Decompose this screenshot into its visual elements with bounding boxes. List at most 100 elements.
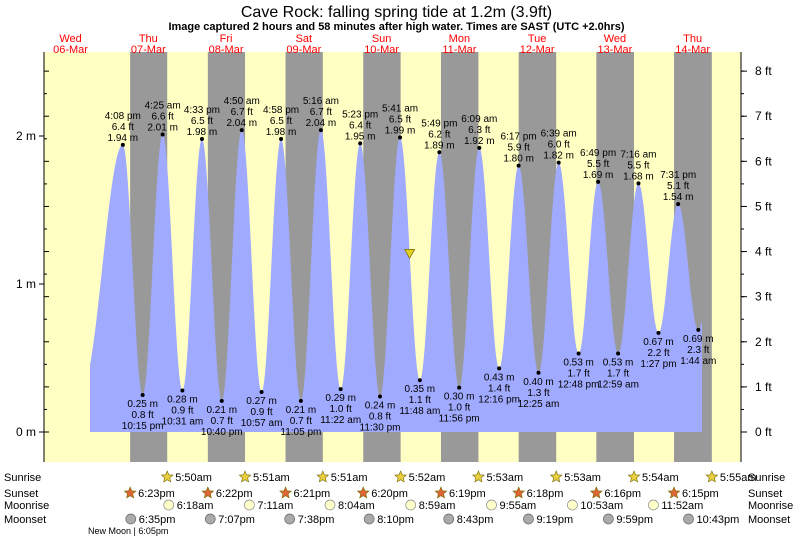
- high-label: 6:49 pm: [580, 148, 616, 159]
- sunset-time: 6:21pm: [294, 488, 331, 500]
- sunset-icon: [279, 486, 292, 499]
- moonset-row-label-right: Moonset: [748, 514, 790, 526]
- day-labels: Wed06-MarThu07-MarFri08-MarSat09-MarSun1…: [53, 33, 710, 56]
- sunrise-icon: [394, 470, 408, 483]
- high-label: 5.9 ft: [507, 143, 529, 154]
- current-tide-triangle: [404, 249, 416, 260]
- low-label: 2.2 ft: [647, 348, 669, 359]
- sunrise-row-label-right: Sunrise: [748, 472, 785, 484]
- right-tick-label: 7 ft: [755, 109, 772, 123]
- moonset-icon: [603, 513, 614, 525]
- high-label: 1.68 m: [623, 171, 654, 182]
- high-label: 5.5 ft: [587, 159, 609, 170]
- right-tick-label: 5 ft: [755, 199, 772, 213]
- sunset-time: 6:23pm: [138, 488, 175, 500]
- high-point: [556, 160, 561, 165]
- moonrise-icon: [405, 499, 417, 511]
- moonrise-icon: [486, 499, 497, 511]
- sunset-time: 6:16pm: [604, 488, 641, 500]
- high-point: [398, 135, 403, 140]
- low-label: 0.53 m: [563, 358, 594, 369]
- moon-phase-label: New Moon | 6:05pm: [88, 526, 168, 536]
- high-label: 6.5 ft: [270, 116, 292, 127]
- sunset-time: 6:19pm: [449, 488, 486, 500]
- right-tick-label: 6 ft: [755, 154, 772, 168]
- high-point: [239, 128, 244, 133]
- current-tide-marker: [404, 249, 416, 260]
- low-label: 1.1 ft: [409, 395, 431, 406]
- high-label: 5:41 am: [382, 103, 418, 114]
- low-label: 0.29 m: [325, 393, 356, 404]
- low-point: [696, 327, 701, 332]
- right-tick-label: 0 ft: [755, 425, 772, 439]
- right-tick-label: 3 ft: [755, 290, 772, 304]
- sunset-icon: [356, 486, 370, 499]
- sunset-icon: [589, 486, 603, 499]
- low-label: 0.9 ft: [171, 406, 193, 417]
- low-label: 10:57 am: [241, 418, 283, 429]
- moonrise-time: 10:53am: [580, 500, 623, 512]
- sunset-time: 6:22pm: [216, 488, 253, 500]
- moonrise-time: 8:04am: [338, 500, 375, 512]
- sunrise-icon: [627, 470, 641, 483]
- moonset-time: 9:59pm: [616, 514, 653, 526]
- high-point: [120, 142, 125, 147]
- sunrise-time: 5:53am: [486, 472, 523, 484]
- high-label: 4:08 pm: [105, 111, 141, 122]
- high-label: 6.6 ft: [152, 112, 174, 123]
- sunrise-icon: [549, 470, 563, 483]
- low-label: 1.0 ft: [448, 403, 470, 414]
- high-label: 1.92 m: [464, 136, 495, 147]
- sunset-time: 6:15pm: [682, 488, 719, 500]
- moonset-icon: [363, 513, 375, 525]
- moonrise-time: 11:52am: [661, 500, 703, 512]
- axes: 0 m 1 m 2 m 0 ft 1 ft 2 ft 3 ft 4 ft 5 ft 6 ft 7 f…: [16, 52, 772, 462]
- sunset-icon: [201, 486, 215, 499]
- day-label-dow: Wed: [604, 33, 626, 45]
- moonset-time: 8:10pm: [377, 514, 414, 526]
- sunrise-time: 5:54am: [642, 472, 679, 484]
- high-label: 5:23 pm: [342, 109, 378, 120]
- high-point: [279, 136, 284, 141]
- tide-area: [90, 130, 702, 432]
- sunrise-time: 5:52am: [409, 472, 446, 484]
- sunset-icon: [434, 486, 448, 499]
- high-point: [160, 132, 165, 137]
- low-label: 1.0 ft: [330, 404, 352, 415]
- moonset-icon: [125, 513, 137, 525]
- high-label: 1.54 m: [663, 192, 694, 203]
- low-label: 1:44 am: [680, 356, 716, 367]
- left-tick-label: 0 m: [16, 425, 36, 439]
- low-label: 11:56 pm: [439, 414, 480, 425]
- moonset-time: 8:43pm: [457, 514, 494, 526]
- high-point: [477, 145, 482, 150]
- day-label-dow: Wed: [59, 33, 81, 45]
- low-label: 0.7 ft: [211, 416, 233, 427]
- low-label: 0.40 m: [523, 377, 554, 388]
- low-point: [656, 330, 661, 335]
- high-label: 1.69 m: [583, 170, 614, 181]
- low-label: 11:48 am: [399, 406, 440, 417]
- high-label: 6.2 ft: [428, 129, 450, 140]
- day-label-dow: Thu: [139, 33, 158, 45]
- sunrise-time: 5:55am: [720, 472, 757, 484]
- sunset-time: 6:18pm: [527, 488, 564, 500]
- low-label: 1.4 ft: [488, 383, 510, 394]
- high-label: 4:50 am: [224, 96, 260, 107]
- right-tick-label: 2 ft: [755, 335, 772, 349]
- low-label: 1.3 ft: [527, 388, 549, 399]
- moonset-icon: [683, 513, 694, 525]
- moonset-row-label-left: Moonset: [4, 514, 46, 526]
- high-label: 6:09 am: [461, 114, 497, 125]
- low-point: [259, 390, 264, 395]
- low-label: 10:15 pm: [122, 421, 164, 432]
- day-label-dow: Sun: [372, 33, 392, 45]
- low-label: 0.28 m: [167, 395, 198, 406]
- moonrise-icon: [163, 499, 175, 511]
- low-label: 0.35 m: [405, 384, 436, 395]
- low-label: 11:22 am: [320, 415, 361, 426]
- moonrise-row-label-right: Moonrise: [748, 500, 793, 512]
- high-point: [437, 150, 442, 155]
- low-label: 0.8 ft: [369, 411, 391, 422]
